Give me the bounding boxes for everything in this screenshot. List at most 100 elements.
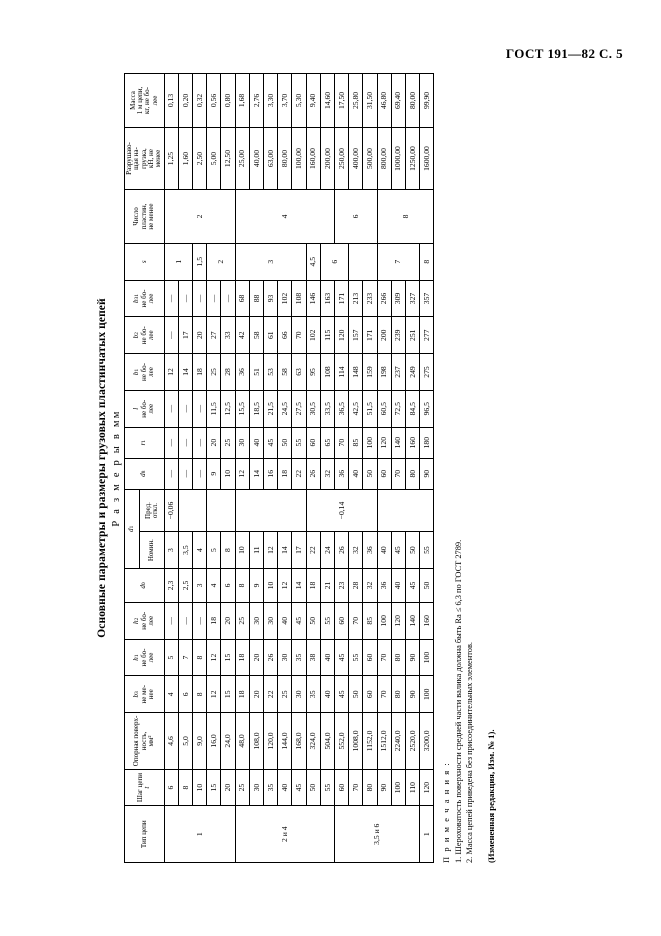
cell-h2: 120 [390,602,405,640]
cell-b2: 157 [348,316,363,354]
cell-b3: 60 [362,675,377,713]
cell-d0: 3 [192,568,207,603]
cell-r1: — [163,427,178,459]
cell-d1n: 4 [192,531,207,569]
cell-d0: 14 [291,568,306,603]
th-l: l не бо- лее [124,390,164,428]
cell-d8: 18 [277,458,292,490]
cell-b3: 4 [163,675,178,713]
cell-breaking: 1,60 [177,127,193,190]
cell-h1: 60 [362,639,377,676]
cell-h1: 30 [277,639,292,676]
cell-b3: 100 [419,675,434,713]
cell-l: 21,5 [263,390,278,428]
cell-s: 1,5 [192,243,207,281]
cell-breaking: 100,00 [291,127,306,190]
cell-pitch: 20 [220,769,235,806]
cell-b2: 171 [362,316,377,354]
cell-h1: 8 [192,639,207,676]
cell-b1: 108 [319,353,334,391]
cell-d0: 18 [305,568,320,603]
cell-l: 36,5 [333,390,349,428]
cell-d1t: −0,14 [305,489,377,532]
cell-h2: 160 [419,602,434,640]
cell-h1: 15 [220,639,235,676]
cell-b3: 25 [277,675,292,713]
table-row: 2 и 4 25 48,0 18 18 25 8 10 12 30 15,5 36 42 68 3 4 25,0… [234,73,334,863]
cell-b31: 146 [305,280,320,317]
cell-b2: 115 [319,316,334,354]
cell-plates: 4 [234,189,334,244]
cell-r1: 65 [319,427,334,459]
cell-b31: 327 [404,280,420,317]
cell-b1: 114 [333,353,349,391]
cell-area: 3200,0 [419,712,434,770]
th-pitch: Шаг цепи t [124,769,164,806]
cell-b3: 30 [291,675,306,713]
cell-b1: 53 [263,353,278,391]
cell-r1: 60 [305,427,320,459]
th-breaking-load: Разрушаю- щая на- грузка, кН, не менее [124,127,164,190]
cell-area: 16,0 [206,712,221,770]
cell-b3: 18 [234,675,249,713]
cell-h2: 30 [248,602,264,640]
cell-b1: 63 [291,353,306,391]
cell-b2: 251 [404,316,420,354]
cell-h2: 40 [277,602,292,640]
cell-d1n: 55 [419,531,434,569]
cell-h2: 20 [220,602,235,640]
cell-d0: 8 [234,568,249,603]
cell-area: 1008,0 [348,712,363,770]
cell-b2: 17 [177,316,193,354]
cell-plates: 6 [333,189,377,244]
cell-l: — [192,390,207,428]
cell-breaking: 160,00 [305,127,320,190]
cell-h1: 26 [263,639,278,676]
cell-b31: 266 [376,280,391,317]
th-s: s [124,243,164,281]
cell-l: 24,5 [277,390,292,428]
cell-h1: 70 [376,639,391,676]
cell-d8: 36 [333,458,349,490]
cell-h1: 5 [163,639,178,676]
cell-r1: 50 [277,427,292,459]
cell-breaking: 63,00 [263,127,278,190]
cell-mass: 0,80 [220,73,235,128]
cell-breaking: 800,00 [376,127,391,190]
cell-b31: 233 [362,280,377,317]
cell-mass: 5,30 [291,73,306,128]
cell-mass: 0,20 [177,73,193,128]
th-d1-group: d1 [124,489,140,569]
cell-b2: 66 [277,316,292,354]
cell-mass: 0,13 [163,73,178,128]
cell-d1n: 14 [277,531,292,569]
cell-h1: 100 [419,639,434,676]
cell-r1: 140 [390,427,405,459]
th-b1: b1 не бо- лее [124,353,164,391]
th-bearing-area: Опорная поверх- ность, мм² [124,712,164,770]
cell-b3: 8 [192,675,207,713]
cell-d8: 16 [263,458,278,490]
cell-b3: 22 [263,675,278,713]
cell-h1: 35 [291,639,306,676]
cell-d0: 2,3 [163,568,178,603]
cell-h2: 70 [348,602,363,640]
cell-d8: 90 [419,458,434,490]
cell-area: 552,0 [333,712,349,770]
cell-pitch: 35 [263,769,278,806]
rotated-content: Основные параметры и размеры грузовых пл… [96,73,566,863]
cell-b1: 58 [277,353,292,391]
cell-l: 51,5 [362,390,377,428]
cell-area: 108,0 [248,712,264,770]
note-item-1: 1. Шероховатость поверхности средней час… [453,539,463,863]
cell-d0: 32 [362,568,377,603]
cell-l: 42,5 [348,390,363,428]
cell-b2: 27 [206,316,221,354]
cell-b31: — [206,280,221,317]
cell-r1: 20 [206,427,221,459]
cell-l: 18,5 [248,390,264,428]
th-mass: Масса 1 м цепи, кг, не бо- лее [124,73,164,128]
cell-r1: 120 [376,427,391,459]
cell-l: 96,5 [419,390,434,428]
cell-b3: 90 [404,675,420,713]
